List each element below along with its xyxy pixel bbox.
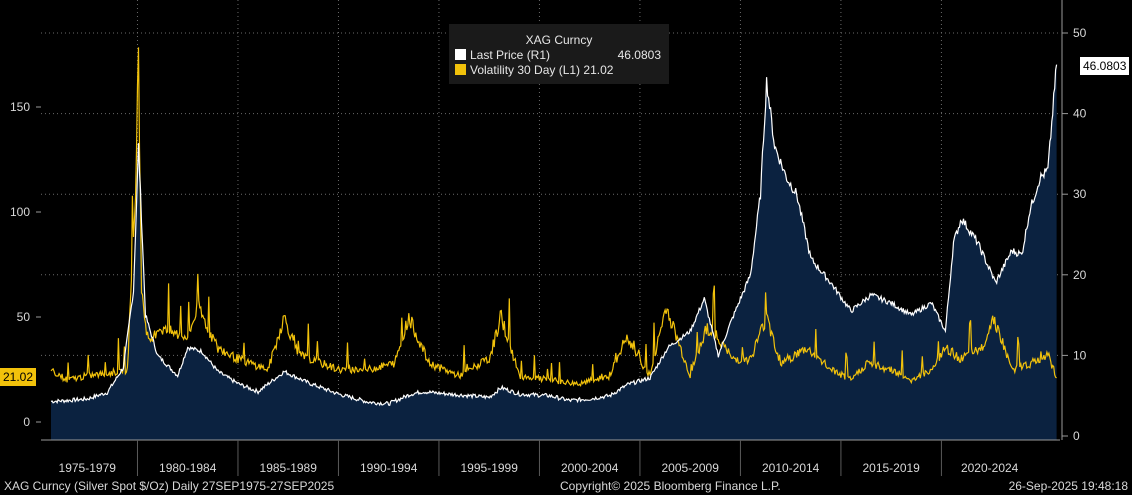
last-price-tag: 46.0803: [1080, 57, 1130, 75]
y-left-tick-label: 150: [10, 100, 30, 114]
legend-label: Volatility 30 Day (L1) 21.02: [470, 63, 669, 77]
legend-value: 46.0803: [617, 47, 661, 62]
legend-swatch-white: [455, 49, 466, 60]
footer-source: XAG Curncy (Silver Spot $/Oz) Daily 27SE…: [4, 479, 335, 493]
x-tick-label: 2010-2014: [762, 461, 820, 475]
legend-label-text: Volatility 30 Day (L1): [470, 62, 581, 77]
price-area-fill: [51, 64, 1057, 440]
legend-title: XAG Curncy: [525, 33, 593, 47]
footer: XAG Curncy (Silver Spot $/Oz) Daily 27SE…: [0, 477, 1132, 495]
x-tick-label: 1990-1994: [360, 461, 418, 475]
last-price-line: [50, 64, 1058, 407]
y-left-tick-label: 50: [17, 310, 31, 324]
y-axis-right: 0 10 20 30 40 50: [1062, 26, 1087, 443]
y-right-tick-label: 0: [1073, 429, 1080, 443]
y-right-tick-label: 30: [1073, 187, 1087, 201]
x-tick-label: 1995-1999: [461, 461, 519, 475]
y-right-tick-label: 10: [1073, 348, 1087, 362]
volatility-tag: 21.02: [0, 368, 37, 386]
y-right-tick-label: 50: [1073, 26, 1087, 40]
x-tick-label: 2000-2004: [561, 461, 619, 475]
volatility-30-day-line: [50, 47, 1057, 387]
footer-copyright: Copyright© 2025 Bloomberg Finance L.P.: [560, 479, 781, 493]
x-tick-label: 1980-1984: [159, 461, 217, 475]
legend: XAG Curncy Last Price (R1) 46.0803 Volat…: [449, 24, 669, 84]
footer-timestamp: 26-Sep-2025 19:48:18: [1008, 479, 1128, 493]
legend-label: Last Price (R1): [470, 47, 551, 62]
legend-value: 21.02: [583, 62, 614, 77]
legend-item-volatility: Volatility 30 Day (L1) 21.02: [449, 62, 669, 77]
x-tick-label: 2005-2009: [661, 461, 719, 475]
chart: 0 50 100 150 0 10 20 30 40 50 1975-1979 1980-1984…: [10, 0, 1087, 476]
y-axis-left: 0 50 100 150: [10, 100, 41, 429]
x-tick-label: 1975-1979: [59, 461, 117, 475]
y-right-tick-label: 40: [1073, 107, 1087, 121]
y-right-tick-label: 20: [1073, 268, 1087, 282]
legend-swatch-yellow: [455, 64, 466, 75]
y-left-tick-label: 100: [10, 205, 30, 219]
y-left-tick-label: 0: [23, 415, 30, 429]
x-tick-label: 2015-2019: [862, 461, 920, 475]
x-tick-label: 1985-1989: [260, 461, 318, 475]
x-tick-label: 2020-2024: [961, 461, 1019, 475]
legend-item-last-price: Last Price (R1) 46.0803: [449, 47, 669, 62]
x-axis: 1975-1979 1980-1984 1985-1989 1990-1994 1995…: [59, 440, 1019, 476]
